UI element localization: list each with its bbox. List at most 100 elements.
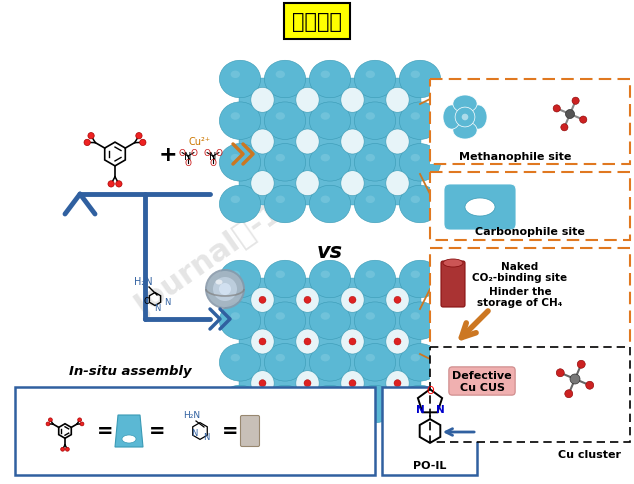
Ellipse shape xyxy=(354,186,396,223)
Ellipse shape xyxy=(399,61,441,99)
Ellipse shape xyxy=(366,113,375,121)
Circle shape xyxy=(88,133,94,139)
Text: N: N xyxy=(164,298,170,307)
Text: Defective
Cu CUS: Defective Cu CUS xyxy=(452,370,512,392)
Ellipse shape xyxy=(341,288,364,313)
Ellipse shape xyxy=(219,186,261,223)
Ellipse shape xyxy=(354,144,396,182)
Text: Cu²⁺: Cu²⁺ xyxy=(189,136,211,147)
Ellipse shape xyxy=(309,302,351,340)
Ellipse shape xyxy=(354,302,396,340)
Circle shape xyxy=(349,380,356,387)
Ellipse shape xyxy=(309,344,351,381)
Ellipse shape xyxy=(219,385,261,423)
FancyBboxPatch shape xyxy=(239,278,421,405)
Ellipse shape xyxy=(296,329,319,354)
Ellipse shape xyxy=(341,88,364,113)
Ellipse shape xyxy=(366,196,375,204)
Text: 图文要点: 图文要点 xyxy=(292,12,342,32)
FancyBboxPatch shape xyxy=(240,416,259,447)
Ellipse shape xyxy=(276,154,285,162)
Ellipse shape xyxy=(399,144,441,182)
Ellipse shape xyxy=(309,186,351,223)
Text: N: N xyxy=(184,151,191,162)
Circle shape xyxy=(586,381,593,390)
Text: =: = xyxy=(149,422,165,440)
Circle shape xyxy=(394,338,401,345)
Circle shape xyxy=(65,447,69,451)
Circle shape xyxy=(349,338,356,345)
Circle shape xyxy=(556,369,564,377)
Circle shape xyxy=(565,390,573,398)
Ellipse shape xyxy=(251,88,274,113)
Ellipse shape xyxy=(366,396,375,403)
Ellipse shape xyxy=(231,113,240,121)
Circle shape xyxy=(219,284,231,295)
Circle shape xyxy=(46,422,50,426)
Ellipse shape xyxy=(231,154,240,162)
Ellipse shape xyxy=(309,61,351,99)
Bar xyxy=(430,348,630,442)
Ellipse shape xyxy=(411,271,420,278)
Ellipse shape xyxy=(453,96,477,113)
Circle shape xyxy=(394,297,401,303)
Circle shape xyxy=(455,108,475,128)
Text: O: O xyxy=(190,149,197,158)
Ellipse shape xyxy=(276,354,285,362)
Text: Carbonophile site: Carbonophile site xyxy=(475,227,585,237)
Ellipse shape xyxy=(296,371,319,396)
Ellipse shape xyxy=(219,61,261,99)
FancyBboxPatch shape xyxy=(441,261,465,307)
Ellipse shape xyxy=(309,144,351,182)
Ellipse shape xyxy=(251,371,274,396)
Circle shape xyxy=(566,110,574,119)
Ellipse shape xyxy=(399,385,441,423)
Circle shape xyxy=(304,380,311,387)
Ellipse shape xyxy=(465,198,495,216)
Ellipse shape xyxy=(386,288,409,313)
Ellipse shape xyxy=(341,371,364,396)
Text: CO₂-binding site: CO₂-binding site xyxy=(472,272,567,283)
Ellipse shape xyxy=(296,288,319,313)
Text: PO-IL: PO-IL xyxy=(413,460,447,470)
Circle shape xyxy=(80,422,84,426)
Ellipse shape xyxy=(354,261,396,298)
Text: vs: vs xyxy=(317,242,343,261)
Ellipse shape xyxy=(321,271,330,278)
Ellipse shape xyxy=(462,114,469,121)
Ellipse shape xyxy=(366,313,375,320)
Ellipse shape xyxy=(264,261,306,298)
Circle shape xyxy=(577,361,585,368)
Ellipse shape xyxy=(296,130,319,155)
Text: H₂N: H₂N xyxy=(134,276,152,287)
Ellipse shape xyxy=(219,103,261,140)
Circle shape xyxy=(561,124,568,132)
Ellipse shape xyxy=(321,354,330,362)
Ellipse shape xyxy=(321,72,330,79)
Ellipse shape xyxy=(309,385,351,423)
Ellipse shape xyxy=(276,313,285,320)
Ellipse shape xyxy=(411,354,420,362)
Ellipse shape xyxy=(399,186,441,223)
Ellipse shape xyxy=(251,329,274,354)
Ellipse shape xyxy=(264,302,306,340)
Text: O: O xyxy=(179,149,186,158)
Circle shape xyxy=(136,133,142,139)
Text: O: O xyxy=(144,297,150,306)
Circle shape xyxy=(108,182,114,188)
Ellipse shape xyxy=(321,154,330,162)
Ellipse shape xyxy=(386,171,409,196)
Ellipse shape xyxy=(251,288,274,313)
Bar xyxy=(430,173,630,241)
Bar xyxy=(430,80,630,165)
Ellipse shape xyxy=(231,313,240,320)
Circle shape xyxy=(259,338,266,345)
Ellipse shape xyxy=(354,344,396,381)
Text: =: = xyxy=(97,422,113,440)
Ellipse shape xyxy=(354,103,396,140)
Circle shape xyxy=(78,418,82,422)
Text: Hinder the: Hinder the xyxy=(489,287,552,296)
Ellipse shape xyxy=(354,385,396,423)
Ellipse shape xyxy=(264,144,306,182)
Ellipse shape xyxy=(399,103,441,140)
